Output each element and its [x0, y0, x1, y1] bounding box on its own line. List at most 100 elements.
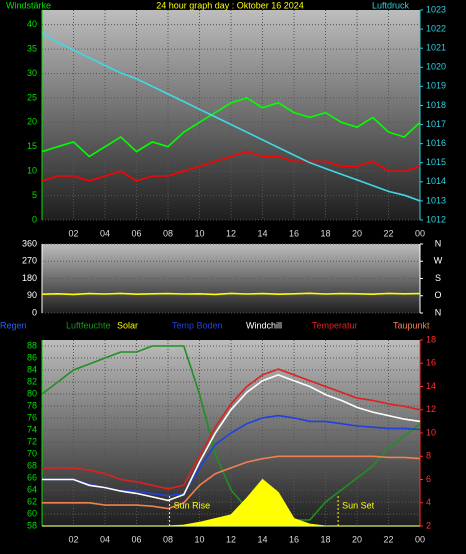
- y2-tick-label: N: [435, 238, 442, 248]
- x-tick-label: 06: [131, 228, 141, 238]
- y-tick-label: 74: [27, 424, 37, 434]
- y2-tick-label: 18: [426, 334, 436, 344]
- x-tick-label: 04: [100, 228, 110, 238]
- y-tick-label: 360: [22, 238, 37, 248]
- line: [41, 150, 421, 182]
- x-tick-label: 12: [226, 534, 236, 544]
- y2-tick-label: S: [435, 273, 441, 283]
- line: [41, 32, 421, 202]
- x-tick-label: 22: [383, 228, 393, 238]
- y-tick-label: 64: [27, 484, 37, 494]
- y-tick-label: 68: [27, 460, 37, 470]
- y2-axis-label: Luftdruck: [372, 0, 410, 10]
- y-tick-label: 70: [27, 448, 37, 458]
- y-tick-label: 66: [27, 472, 37, 482]
- y-tick-label: 62: [27, 496, 37, 506]
- legend-entry: Solar: [117, 320, 138, 330]
- y2-tick-label: 1021: [426, 43, 446, 53]
- legend-entry: Regen: [0, 320, 27, 330]
- y2-tick-label: 1015: [426, 157, 446, 167]
- x-tick-label: 02: [68, 228, 78, 238]
- y2-tick-label: 4: [426, 497, 431, 507]
- y-tick-label: 0: [32, 214, 37, 224]
- y-tick-label: 20: [27, 117, 37, 127]
- y-tick-label: 10: [27, 166, 37, 176]
- x-tick-label: 14: [257, 534, 267, 544]
- y2-tick-label: W: [434, 256, 443, 266]
- y-axis-label: Windstärke: [6, 0, 51, 10]
- y2-tick-label: 1020: [426, 62, 446, 72]
- y2-tick-label: 1013: [426, 195, 446, 205]
- y2-tick-label: 12: [426, 404, 436, 414]
- y2-tick-label: 1019: [426, 81, 446, 91]
- legend-entry: Luftfeuchte: [66, 320, 111, 330]
- y2-tick-label: 10: [426, 427, 436, 437]
- y-tick-label: 40: [27, 19, 37, 29]
- y-tick-label: 80: [27, 388, 37, 398]
- line: [42, 455, 421, 510]
- x-tick-label: 10: [194, 228, 204, 238]
- y2-tick-label: 1012: [426, 214, 446, 224]
- line: [42, 368, 421, 490]
- y2-tick-label: 14: [426, 381, 436, 391]
- legend-entry: Taupunkt: [393, 320, 430, 330]
- area: [42, 478, 420, 527]
- chart-title: 24 hour graph day : Oktober 16 2024: [156, 0, 304, 10]
- y2-tick-label: 1023: [426, 4, 446, 14]
- annotation-text: Sun Rise: [174, 500, 211, 510]
- x-tick-label: 08: [163, 228, 173, 238]
- x-tick-label: 14: [257, 228, 267, 238]
- x-tick-label: 20: [352, 534, 362, 544]
- y2-tick-label: 1014: [426, 176, 446, 186]
- y2-tick-label: 1016: [426, 138, 446, 148]
- y-tick-label: 88: [27, 340, 37, 350]
- x-tick-label: 00: [415, 534, 425, 544]
- y-tick-label: 180: [22, 273, 37, 283]
- annotation-text: Sun Set: [342, 500, 375, 510]
- y2-tick-label: 1022: [426, 23, 446, 33]
- legend-entry: Temperatur: [312, 320, 358, 330]
- x-tick-label: 08: [163, 534, 173, 544]
- y2-tick-label: 1017: [426, 119, 446, 129]
- line: [41, 345, 421, 521]
- y2-tick-label: 6: [426, 474, 431, 484]
- y-tick-label: 35: [27, 43, 37, 53]
- y-tick-label: 76: [27, 412, 37, 422]
- x-tick-label: 18: [320, 534, 330, 544]
- x-tick-label: 02: [68, 534, 78, 544]
- x-tick-label: 00: [415, 228, 425, 238]
- y-tick-label: 90: [27, 290, 37, 300]
- legend-entry: Windchill: [246, 320, 282, 330]
- y2-tick-label: 2: [426, 520, 431, 530]
- line: [42, 374, 421, 502]
- y-tick-label: 5: [32, 190, 37, 200]
- y-tick-label: 78: [27, 400, 37, 410]
- x-tick-label: 20: [352, 228, 362, 238]
- y2-tick-label: N: [435, 307, 442, 317]
- x-tick-label: 12: [226, 228, 236, 238]
- legend-entry: Temp Boden: [172, 320, 223, 330]
- x-tick-label: 10: [194, 534, 204, 544]
- y2-tick-label: 1018: [426, 100, 446, 110]
- line: [41, 292, 421, 296]
- y2-tick-label: O: [434, 290, 441, 300]
- y-tick-label: 25: [27, 92, 37, 102]
- y-tick-label: 86: [27, 352, 37, 362]
- y-tick-label: 0: [32, 307, 37, 317]
- y-tick-label: 270: [22, 256, 37, 266]
- x-tick-label: 22: [383, 534, 393, 544]
- y-tick-label: 30: [27, 68, 37, 78]
- y-tick-label: 84: [27, 364, 37, 374]
- x-tick-label: 16: [289, 228, 299, 238]
- line: [41, 97, 421, 158]
- x-tick-label: 06: [131, 534, 141, 544]
- y2-tick-label: 8: [426, 451, 431, 461]
- y-tick-label: 58: [27, 520, 37, 530]
- x-tick-label: 16: [289, 534, 299, 544]
- y-tick-label: 82: [27, 376, 37, 386]
- y-tick-label: 72: [27, 436, 37, 446]
- x-tick-label: 18: [320, 228, 330, 238]
- y2-tick-label: 16: [426, 358, 436, 368]
- y-tick-label: 60: [27, 508, 37, 518]
